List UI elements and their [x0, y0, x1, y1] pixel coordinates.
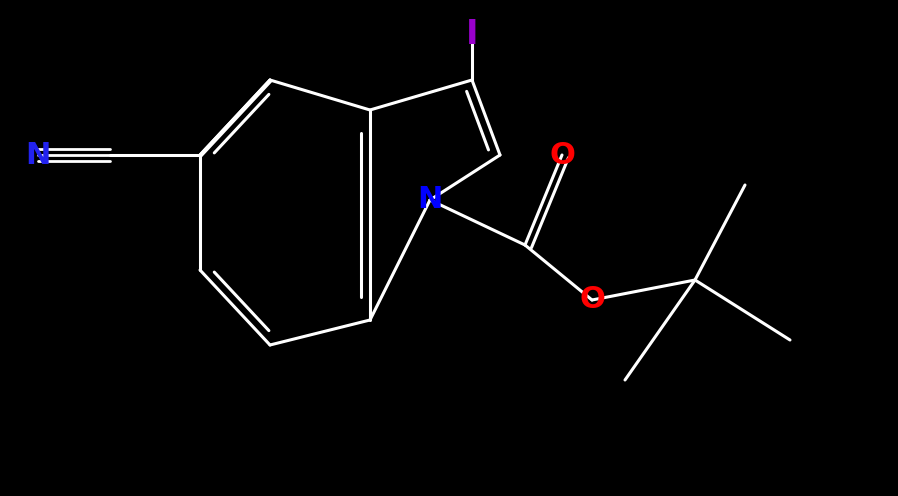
Text: N: N	[418, 186, 443, 214]
Text: N: N	[25, 140, 50, 170]
Text: O: O	[579, 286, 605, 314]
Text: O: O	[549, 140, 575, 170]
Text: I: I	[466, 18, 479, 52]
